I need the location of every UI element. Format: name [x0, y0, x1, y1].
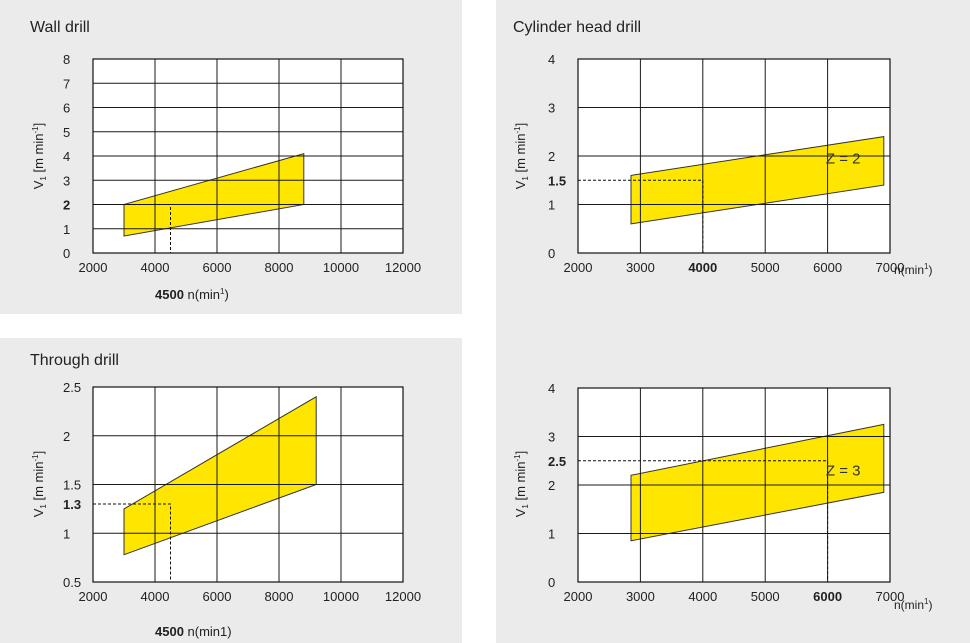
plot-border: [577, 58, 891, 254]
x-tick-label: 6000: [813, 589, 842, 604]
x-tick-label: 10000: [323, 260, 359, 275]
x-tick-label: 10000: [323, 589, 359, 604]
y-tick-label: 2: [63, 429, 70, 444]
marker-y-label-bg: [62, 495, 90, 511]
y-tick-label: 3: [63, 173, 70, 188]
marker-y-label-bg: [547, 171, 575, 188]
marker-y-label: 2: [63, 198, 70, 213]
region-label: Z = 3: [826, 462, 861, 479]
chart-1: 2000 3000 4000 5000 6000 7000 0 1 2 3 4 1.5 n(min1) V…: [513, 52, 932, 277]
x-tick-label: 6000: [813, 260, 842, 275]
chart-2: 2000 4000 6000 8000 10000 12000 0.5 1 1.5 2 2.5 1.3…: [31, 380, 421, 639]
chart-3: 2000 3000 4000 5000 6000 7000 0 1 2 3 4 2.5 n(min1) V…: [513, 381, 932, 612]
x-tick-label: 4000: [688, 589, 717, 604]
y-tick-label: 3: [548, 430, 555, 445]
x-tick-label: 2000: [564, 589, 593, 604]
x-tick-label: 8000: [265, 589, 294, 604]
marker-y-label: 1.5: [548, 173, 566, 188]
x-tick-label: 6000: [203, 260, 232, 275]
x-tick-label: 5000: [751, 260, 780, 275]
x-tick-label: 4000: [141, 589, 170, 604]
marker-dashed-line: [578, 179, 704, 253]
y-tick-label: 0: [63, 246, 70, 261]
chart-title-wall-drill: Wall drill: [30, 19, 90, 36]
y-tick-label: 0: [548, 575, 555, 590]
y-tick-label: 8: [63, 52, 70, 67]
x-tick-label: 3000: [626, 260, 655, 275]
marker-dashed-line: [93, 503, 171, 582]
marker-y-label: 2.5: [548, 454, 566, 469]
x-tick-label: 7000: [876, 589, 905, 604]
x-axis-label: n(min1): [894, 597, 932, 612]
y-tick-label: 2: [548, 149, 555, 164]
operating-region: [123, 152, 305, 237]
y-axis-label: V1 [m min-1]: [31, 123, 48, 190]
x-tick-label: 2000: [79, 589, 108, 604]
operating-region: [630, 423, 885, 542]
y-tick-label: 1: [548, 198, 555, 213]
x-tick-label: 4000: [688, 260, 717, 275]
marker-y-label-bg: [62, 195, 90, 212]
y-tick-label: 6: [63, 101, 70, 116]
x-tick-label: 3000: [626, 589, 655, 604]
x-tick-label: 2000: [79, 260, 108, 275]
marker-dashed-line: [93, 204, 171, 253]
marker-y-label-bg: [547, 451, 575, 468]
y-tick-label: 4: [548, 381, 555, 396]
x-tick-label: 8000: [265, 260, 294, 275]
y-axis-label: V1 [m min-1]: [513, 123, 530, 190]
chart-title-through-drill: Through drill: [30, 352, 119, 369]
y-axis-label: V1 [m min-1]: [31, 451, 48, 518]
x-tick-label: 6000: [203, 589, 232, 604]
plot-border: [577, 387, 891, 583]
x-axis-label: 4500 n(min1): [155, 287, 229, 302]
x-tick-label: 7000: [876, 260, 905, 275]
x-tick-label: 2000: [564, 260, 593, 275]
y-tick-label: 5: [63, 125, 70, 140]
y-tick-label: 0.5: [63, 575, 81, 590]
x-axis-label: n(min1): [894, 262, 932, 277]
x-tick-label: 4000: [141, 260, 170, 275]
y-tick-label: 0: [548, 246, 555, 261]
y-tick-label: 4: [63, 149, 70, 164]
y-tick-label: 1: [548, 527, 555, 542]
y-tick-label: 4: [548, 52, 555, 67]
operating-region: [630, 136, 885, 225]
x-tick-label: 12000: [385, 260, 421, 275]
chart-title-cylinder-head-drill: Cylinder head drill: [513, 19, 642, 36]
y-tick-label: 2.5: [63, 380, 81, 395]
x-tick-label: 12000: [385, 589, 421, 604]
y-axis-label: V1 [m min-1]: [513, 451, 530, 518]
plot-border: [92, 386, 404, 583]
y-tick-label: 1.5: [63, 478, 81, 493]
y-tick-label: 1: [63, 222, 70, 237]
y-tick-label: 7: [63, 76, 70, 91]
y-tick-label: 3: [548, 101, 555, 116]
marker-y-label: 1.3: [63, 497, 81, 512]
y-tick-label: 2: [548, 478, 555, 493]
region-label: Z = 2: [826, 150, 861, 167]
x-axis-label: 4500 n(min1): [155, 624, 232, 639]
x-tick-label: 5000: [751, 589, 780, 604]
operating-region: [123, 395, 317, 556]
y-tick-label: 1: [63, 526, 70, 541]
chart-0: 2000400060008000100001200001234567824500…: [31, 52, 421, 302]
marker-dashed-line: [578, 460, 829, 582]
plot-border: [92, 58, 404, 254]
